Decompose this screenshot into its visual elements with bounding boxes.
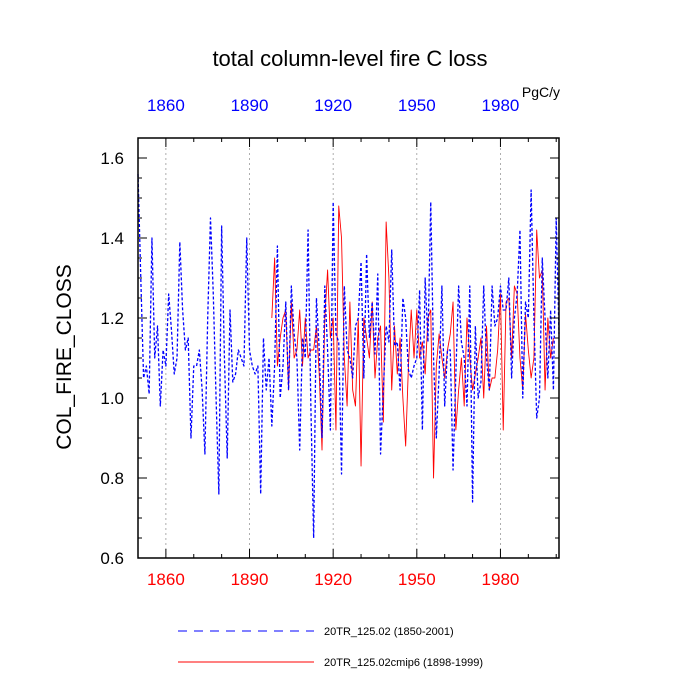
x-tick-label-top: 1860 (147, 96, 185, 115)
series-line-20TR_125.02 (137, 173, 560, 539)
x-tick-label-bottom: 1980 (482, 570, 520, 589)
y-tick-label: 0.6 (100, 549, 124, 568)
plot-frame (137, 137, 560, 559)
x-tick-label-top: 1920 (314, 96, 352, 115)
y-tick-label: 1.6 (100, 149, 124, 168)
x-tick-label-top: 1890 (231, 96, 269, 115)
series-line-20TR_125.02cmip6 (271, 205, 554, 479)
axis-tick-labels: 1860 1860 1890 1890 1920 1920 1950 1950 1980 1980… (100, 96, 519, 589)
grid-lines (165, 138, 501, 558)
chart-title: total column-level fire C loss (212, 46, 487, 71)
y-tick-label: 0.8 (100, 469, 124, 488)
x-tick-label-bottom: 1860 (147, 570, 185, 589)
legend: 20TR_125.02 (1850-2001) 20TR_125.02cmip6… (178, 626, 483, 669)
y-axis-label: COL_FIRE_CLOSS (53, 264, 76, 450)
series-layer (137, 173, 560, 539)
x-tick-label-bottom: 1920 (314, 570, 352, 589)
x-tick-label-bottom: 1950 (398, 570, 436, 589)
y-tick-label: 1.2 (100, 309, 124, 328)
legend-label-series-2: 20TR_125.02cmip6 (1898-1999) (324, 657, 483, 669)
x-tick-label-bottom: 1890 (231, 570, 269, 589)
x-tick-label-top: 1980 (482, 96, 520, 115)
units-label: PgC/y (522, 84, 560, 100)
y-tick-label: 1.0 (100, 389, 124, 408)
axis-ticks (137, 138, 559, 559)
y-tick-label: 1.4 (100, 229, 124, 248)
x-tick-label-top: 1950 (398, 96, 436, 115)
legend-label-series-1: 20TR_125.02 (1850-2001) (324, 626, 454, 638)
